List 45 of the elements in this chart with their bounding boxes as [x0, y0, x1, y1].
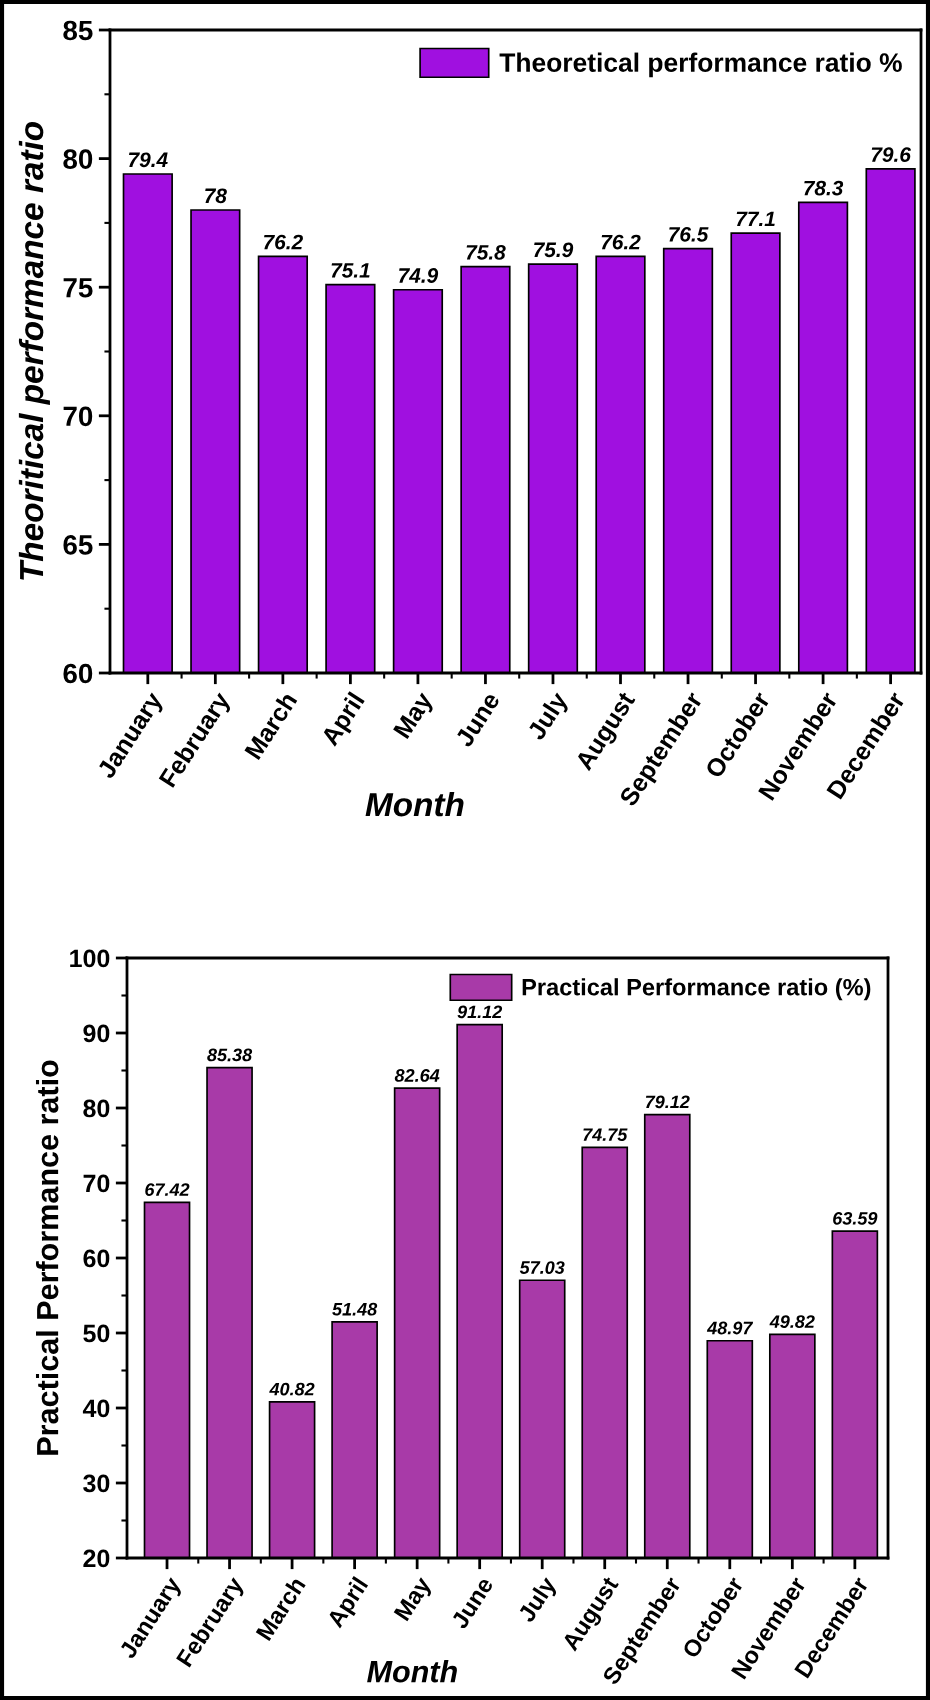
y-tick-label: 30	[83, 1474, 110, 1493]
data-label: 63.59	[833, 1211, 878, 1225]
data-label: 74.9	[399, 268, 439, 283]
data-label: 79.4	[129, 152, 168, 168]
data-label: 79.6	[871, 147, 911, 162]
data-label: 76.5	[669, 226, 709, 242]
x-axis-title: Month	[367, 1660, 457, 1683]
y-axis-title: Theoritical performance ratio	[18, 121, 50, 580]
legend-label: Theoretical performance ratio %	[499, 52, 902, 78]
data-label: 49.82	[769, 1315, 815, 1328]
data-label: 85.38	[207, 1048, 253, 1062]
x-axis-title: Month	[365, 791, 464, 817]
y-tick-label: 65	[63, 535, 93, 555]
data-label: 78.3	[804, 180, 844, 196]
data-label: 75.9	[534, 242, 574, 258]
data-label: 74.75	[583, 1128, 628, 1142]
legend-label: Practical Performance ratio (%)	[522, 978, 871, 1001]
y-tick-label: 60	[63, 663, 93, 684]
data-label: 79.12	[645, 1095, 690, 1109]
y-tick-label: 75	[63, 278, 93, 298]
data-label: 67.42	[145, 1183, 190, 1196]
data-label: 48.97	[706, 1321, 754, 1335]
data-label: 51.48	[332, 1302, 378, 1316]
data-label: 91.12	[457, 1005, 503, 1019]
data-label: 82.64	[394, 1069, 440, 1082]
y-axis-title: Practical Performance ratio	[35, 1060, 59, 1455]
y-tick-label: 50	[83, 1324, 110, 1343]
y-tick-label: 40	[82, 1399, 110, 1418]
y-tick-label: 80	[83, 1099, 110, 1118]
data-label: 76.2	[601, 234, 641, 250]
data-label: 76.2	[264, 234, 303, 250]
y-tick-label: 20	[83, 1549, 110, 1568]
data-label: 77.1	[736, 211, 775, 227]
y-tick-label: 70	[63, 406, 93, 427]
data-label: 40.82	[269, 1382, 315, 1396]
y-tick-label: 90	[83, 1024, 110, 1043]
y-tick-label: 60	[83, 1249, 110, 1268]
data-label: 78	[205, 188, 227, 204]
y-tick-label: 85	[63, 20, 93, 41]
y-tick-label: 80	[63, 149, 93, 169]
data-label: 75.1	[331, 263, 370, 278]
y-tick-label: 100	[70, 949, 110, 968]
data-label: 57.03	[519, 1261, 565, 1274]
data-label: 75.8	[466, 244, 506, 260]
y-tick-label: 70	[83, 1174, 110, 1193]
